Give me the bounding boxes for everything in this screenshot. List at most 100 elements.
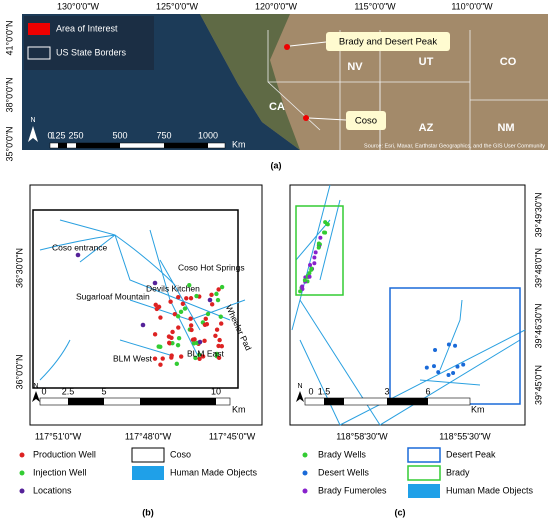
- north-label: N: [30, 117, 35, 124]
- scale-label: 125: [50, 130, 65, 140]
- legend-label: Human Made Objects: [446, 485, 534, 495]
- well: [298, 289, 303, 294]
- panel-a: [22, 14, 548, 150]
- callout-line: [289, 41, 327, 47]
- north-arrow: [296, 391, 304, 402]
- caption: (a): [271, 160, 282, 170]
- well: [170, 329, 175, 335]
- north-arrow: [28, 126, 38, 142]
- well: [214, 351, 220, 357]
- panel-c: [289, 184, 526, 498]
- lon-label: 117°51'0"W: [35, 431, 82, 441]
- callout-label: Coso: [355, 116, 377, 127]
- well: [189, 327, 194, 333]
- well: [436, 370, 441, 375]
- scale-bar: [324, 398, 344, 405]
- well: [188, 316, 193, 321]
- well: [176, 335, 182, 341]
- legend-label: Human Made Objects: [170, 467, 258, 477]
- well: [446, 372, 451, 377]
- well: [202, 338, 207, 344]
- location: [207, 297, 213, 303]
- lat-label: 36°0'0"N: [14, 354, 24, 389]
- well: [213, 333, 218, 339]
- well: [219, 284, 225, 290]
- lat-label: 41°0'0"N: [4, 20, 14, 55]
- well: [325, 221, 330, 226]
- well: [216, 355, 222, 361]
- well: [217, 337, 222, 343]
- scale-bar: [140, 398, 216, 405]
- legend-label: Locations: [33, 485, 72, 495]
- well: [461, 362, 466, 367]
- legend-label: Desert Peak: [446, 449, 496, 459]
- scale-bar: [387, 398, 428, 405]
- scale-bar: [68, 398, 104, 405]
- well: [178, 309, 184, 315]
- attribution: Source: Esri, Maxar, Earthstar Geographi…: [364, 143, 545, 149]
- callout-box: [346, 111, 386, 130]
- lon-label: 110°0'0"W: [451, 1, 493, 11]
- well: [316, 241, 321, 246]
- well: [182, 306, 188, 311]
- well: [202, 322, 208, 328]
- lat-label: 39°45'0"N: [533, 365, 543, 405]
- scale-bar: [164, 143, 208, 148]
- well: [214, 327, 220, 332]
- well: [316, 245, 321, 250]
- legend-swatch: [132, 466, 164, 480]
- well: [169, 353, 174, 358]
- well: [307, 271, 312, 276]
- legend-swatch: [27, 46, 51, 60]
- north-arrow: [32, 391, 40, 402]
- well: [176, 325, 181, 330]
- place-label: Coso entrance: [52, 242, 108, 252]
- lat-label: 39°48'0"N: [533, 248, 543, 288]
- lon-label: 118°55'30"W: [439, 431, 491, 441]
- well: [453, 343, 458, 348]
- legend-swatch: [407, 447, 441, 463]
- lon-label: 130°0'0"W: [57, 1, 100, 11]
- well: [431, 364, 436, 369]
- well: [188, 323, 194, 328]
- well: [172, 311, 178, 317]
- legend-swatch: [407, 465, 441, 481]
- legend-label: Coso: [170, 449, 191, 459]
- state-label: AZ: [419, 122, 434, 134]
- scale-label: 6: [425, 386, 430, 396]
- scale-unit: Km: [471, 404, 485, 414]
- scale-unit: Km: [232, 404, 246, 414]
- lon-label: 120°0'0"W: [255, 1, 298, 11]
- north-label: N: [33, 383, 38, 390]
- coso-boundary: [32, 209, 239, 389]
- well: [455, 364, 460, 369]
- well: [176, 295, 181, 300]
- place-label: Coso Hot Springs: [178, 262, 245, 272]
- scale-bar: [39, 397, 231, 406]
- state-label: UT: [419, 56, 434, 68]
- well: [193, 355, 198, 361]
- well: [166, 340, 172, 346]
- well: [216, 287, 221, 292]
- area-marker: [284, 44, 290, 50]
- legend-swatch: [408, 484, 440, 498]
- state-label: NV: [347, 61, 363, 73]
- well: [194, 293, 199, 299]
- brady-boundary: [295, 205, 344, 296]
- well: [158, 362, 163, 367]
- well: [312, 261, 317, 266]
- scale-label: 0: [308, 386, 313, 396]
- well: [152, 332, 158, 337]
- well: [307, 274, 312, 279]
- legend-dot: [302, 488, 308, 494]
- location: [152, 280, 158, 286]
- location: [75, 252, 81, 258]
- well: [154, 306, 160, 312]
- location: [197, 339, 203, 345]
- lat-label: 39°46'30"N: [533, 303, 543, 348]
- callout-line: [308, 117, 347, 121]
- callout-label: Brady and Desert Peak: [339, 37, 437, 48]
- lat-label: 39°49'30"N: [533, 192, 543, 237]
- place-label: BLM West: [113, 353, 153, 363]
